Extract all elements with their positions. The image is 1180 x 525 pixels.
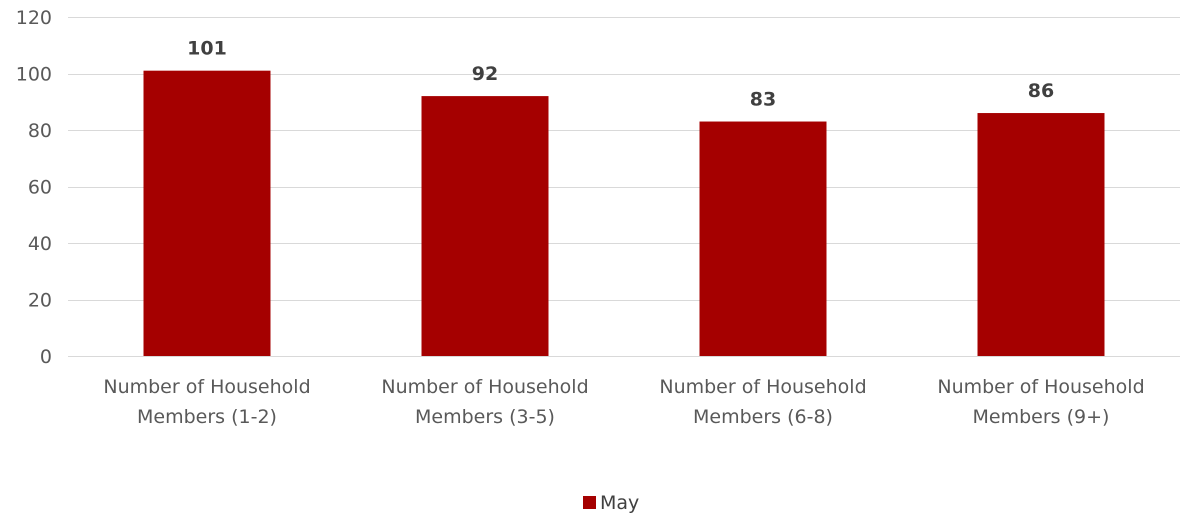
y-tick-label: 40 — [28, 233, 52, 255]
data-labels: 101 92 83 86 — [187, 38, 1054, 111]
y-tick-label: 120 — [16, 7, 52, 29]
bar — [421, 96, 549, 356]
y-tick-label: 80 — [28, 120, 52, 142]
y-axis-tick-labels: 0 20 40 60 80 100 120 — [16, 7, 52, 368]
y-tick-label: 100 — [16, 64, 52, 86]
data-label: 83 — [750, 89, 776, 111]
bars — [143, 70, 1105, 357]
x-category-label: Number of Household Members (1-2) — [103, 376, 310, 428]
x-category-label: Number of Household Members (6-8) — [659, 376, 866, 428]
x-category-label: Number of Household Members (3-5) — [381, 376, 588, 428]
x-axis-category-labels: Number of Household Members (1-2) Number o… — [103, 376, 1144, 428]
legend-label: May — [600, 492, 639, 514]
data-label: 86 — [1028, 80, 1054, 102]
data-label: 92 — [472, 63, 498, 85]
legend-swatch — [583, 496, 596, 509]
y-tick-label: 0 — [40, 346, 52, 368]
y-tick-label: 60 — [28, 177, 52, 199]
bar — [143, 70, 271, 357]
legend: May — [583, 492, 639, 514]
x-category-label: Number of Household Members (9+) — [937, 376, 1144, 428]
bar — [699, 121, 827, 357]
data-label: 101 — [187, 38, 227, 60]
y-tick-label: 20 — [28, 290, 52, 312]
bar — [977, 113, 1105, 356]
